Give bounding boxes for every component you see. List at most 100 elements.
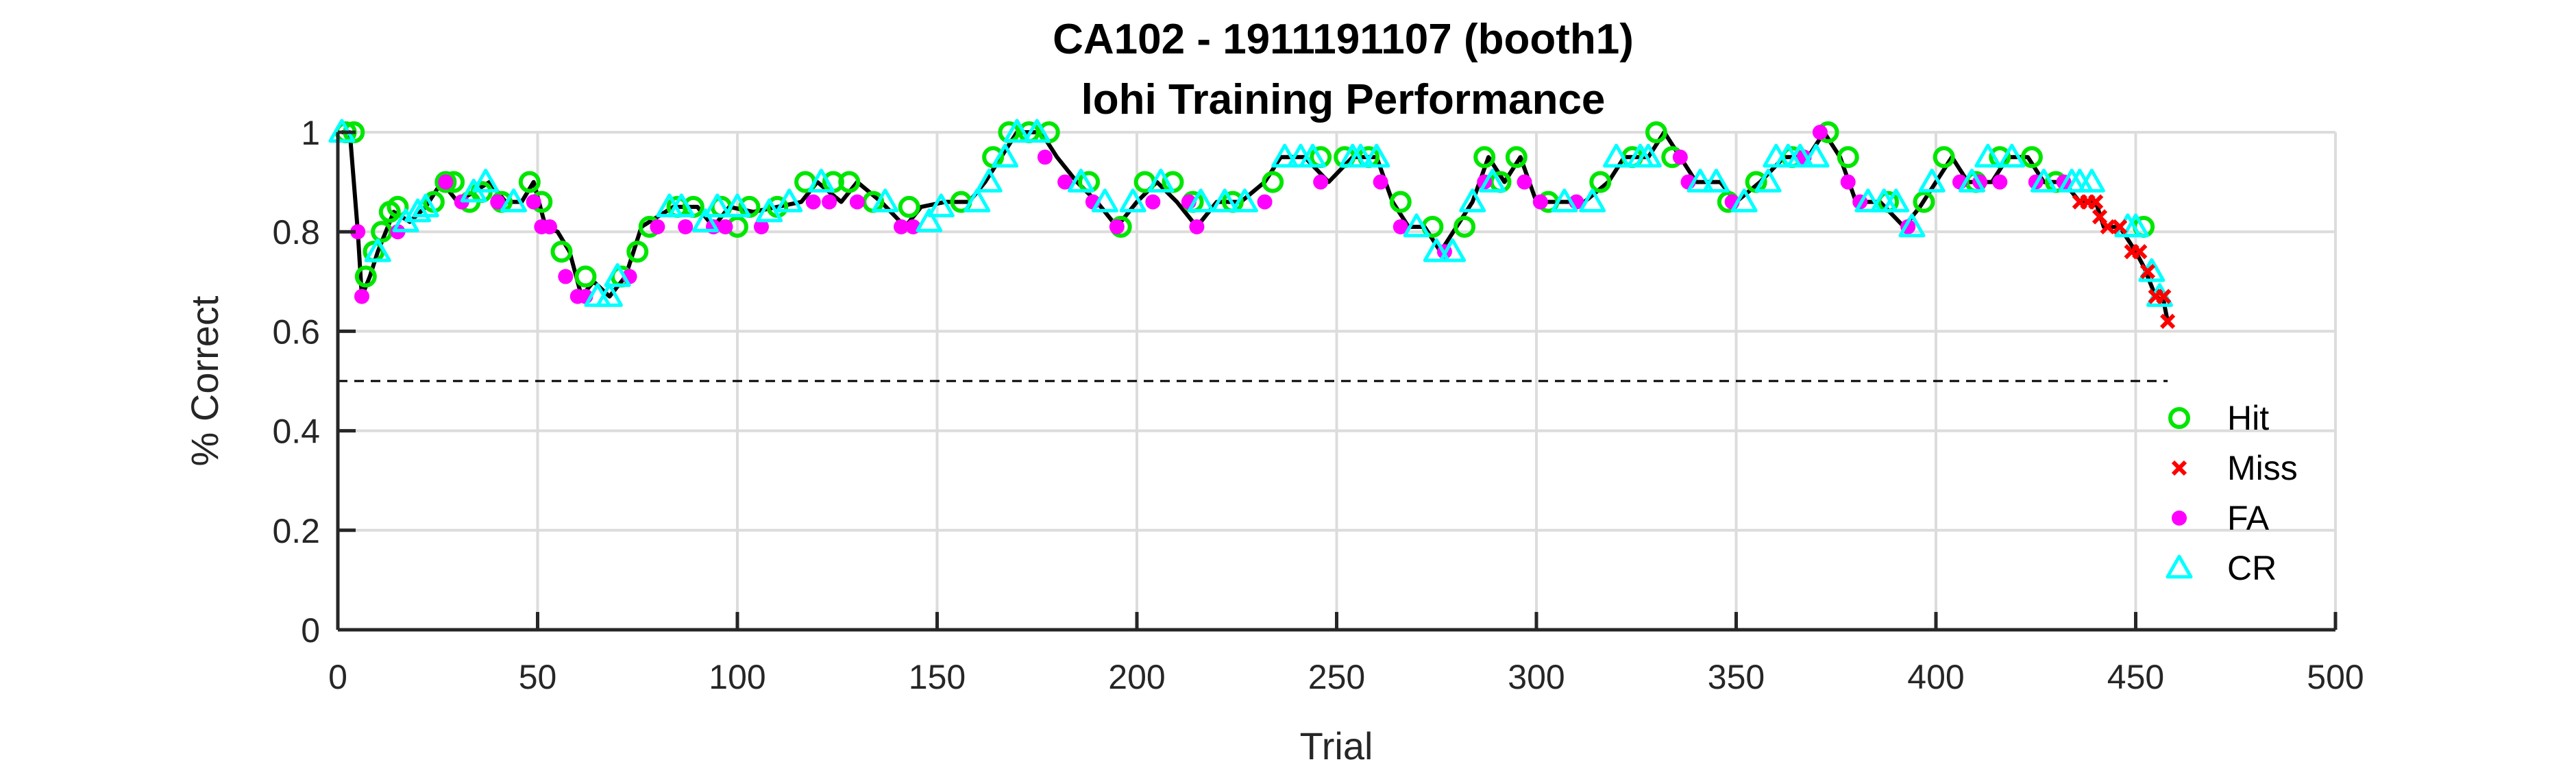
- fa-marker: [822, 194, 837, 210]
- data-markers: [328, 119, 2176, 330]
- cr-marker: [872, 188, 899, 212]
- x-tick-label: 250: [1308, 658, 1365, 696]
- cr-marker: [916, 208, 943, 232]
- fa-marker: [650, 219, 665, 234]
- cr-marker: [1579, 188, 1606, 212]
- cr-marker: [807, 169, 835, 193]
- cr-marker: [1003, 119, 1031, 143]
- x-tick-label: 350: [1708, 658, 1765, 696]
- fa-marker: [805, 194, 821, 210]
- legend-label-hit: Hit: [2227, 399, 2269, 437]
- hit-marker: [626, 241, 649, 263]
- cr-marker: [1187, 188, 1214, 212]
- cr-marker: [1730, 188, 1758, 212]
- miss-marker: [2132, 244, 2148, 260]
- fa-marker: [1393, 219, 1408, 234]
- cr-marker: [1603, 143, 1630, 168]
- fa-marker: [558, 269, 574, 284]
- hit-marker: [1933, 146, 1955, 169]
- fa-marker: [1057, 174, 1073, 190]
- fa-marker: [753, 219, 769, 234]
- hit-marker: [1389, 191, 1412, 213]
- cr-marker: [1231, 188, 1258, 212]
- fa-marker: [678, 219, 694, 234]
- fa-marker: [490, 194, 506, 210]
- hit-marker: [1505, 146, 1528, 169]
- x-tick-label: 400: [1907, 658, 1964, 696]
- fa-marker: [1373, 174, 1388, 190]
- cr-marker: [1479, 169, 1506, 193]
- cr-marker: [1119, 188, 1146, 212]
- cr-marker: [1423, 238, 1450, 262]
- cr-marker: [1067, 169, 1094, 193]
- cr-marker: [1918, 169, 1946, 193]
- x-tick-label: 100: [709, 658, 765, 696]
- x-tick-label: 300: [1508, 658, 1565, 696]
- cr-marker: [412, 193, 439, 218]
- x-tick-label: 0: [328, 658, 347, 696]
- cr-marker: [500, 188, 528, 212]
- fa-marker: [1145, 194, 1161, 210]
- x-axis-label: Trial: [1300, 724, 1373, 768]
- cr-marker: [927, 193, 955, 218]
- cr-marker: [1882, 188, 1910, 212]
- cr-marker: [1211, 188, 1238, 212]
- cr-marker: [1898, 213, 1926, 238]
- cr-marker: [975, 169, 1003, 193]
- fa-marker: [1517, 174, 1532, 190]
- fa-marker: [438, 174, 454, 190]
- legend-hit-marker: [2168, 407, 2190, 429]
- cr-marker: [2078, 169, 2105, 193]
- hit-marker: [1837, 146, 1859, 169]
- miss-marker: [2112, 219, 2128, 235]
- cr-marker: [1958, 169, 1985, 193]
- hit-marker: [434, 171, 457, 193]
- cr-marker: [1459, 188, 1486, 212]
- hit-marker: [354, 265, 377, 288]
- hit-marker: [550, 241, 573, 263]
- cr-marker: [724, 193, 751, 218]
- miss-marker: [2156, 289, 2172, 304]
- hit-marker: [518, 171, 541, 193]
- cr-marker: [667, 193, 695, 218]
- fa-marker: [1189, 219, 1205, 234]
- hit-marker: [1473, 146, 1496, 169]
- fa-marker: [1840, 174, 1856, 190]
- cr-marker: [1439, 238, 1467, 262]
- cr-marker: [2122, 213, 2149, 238]
- hit-marker: [1262, 171, 1284, 193]
- fa-marker: [1257, 194, 1273, 210]
- cr-marker: [1974, 143, 2002, 168]
- y-tick-label: 0.2: [272, 512, 320, 550]
- cr-marker: [756, 198, 783, 223]
- hit-marker: [1453, 215, 1476, 238]
- legend-label-cr: CR: [2227, 549, 2277, 587]
- cr-marker: [776, 188, 803, 212]
- fa-marker: [1532, 194, 1548, 210]
- cr-marker: [964, 188, 991, 212]
- fa-marker: [354, 289, 369, 304]
- cr-marker: [1403, 213, 1430, 238]
- cr-marker: [472, 169, 500, 193]
- fa-marker: [350, 224, 366, 240]
- y-axis-label: % Correct: [183, 295, 226, 466]
- y-tick-label: 0.8: [272, 213, 320, 251]
- fa-marker: [894, 219, 909, 234]
- legend: Hit Miss FA CR: [2166, 399, 2298, 587]
- x-tick-label: 200: [1108, 658, 1165, 696]
- fa-marker: [526, 194, 541, 210]
- chart-subtitle: lohi Training Performance: [1081, 76, 1606, 123]
- fa-marker: [1313, 174, 1329, 190]
- miss-marker: [2139, 264, 2156, 280]
- legend-miss-marker: [2171, 460, 2187, 476]
- cr-marker: [364, 238, 391, 262]
- cr-marker: [1147, 169, 1175, 193]
- x-tick-label: 450: [2107, 658, 2164, 696]
- legend-label-miss: Miss: [2227, 449, 2298, 487]
- plot-area: 0 50 100 150 200 250 300 350 400 450 500 0 0.2 0.4 0.…: [272, 114, 2364, 696]
- y-tick-label: 1: [301, 114, 320, 152]
- y-tick-label: 0: [301, 611, 320, 650]
- legend-cr-marker: [2166, 554, 2193, 579]
- fa-marker: [1037, 149, 1053, 165]
- hit-marker: [1589, 171, 1612, 193]
